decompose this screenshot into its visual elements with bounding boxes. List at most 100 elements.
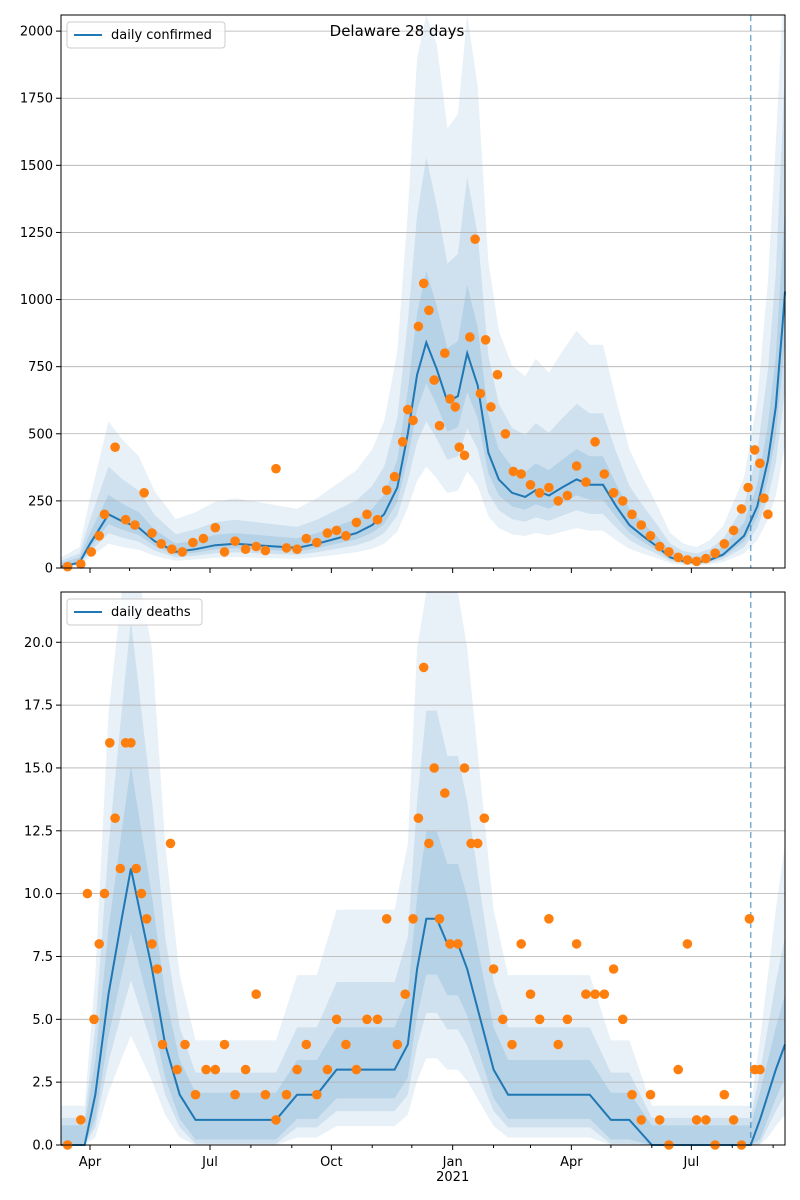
observed-point [424,305,434,316]
observed-point [301,1039,312,1050]
deaths-panel: 0.0 2.5 5.0 7.5 10.0 12.5 15.0 17.5 20.0 Apr Jul Oc… [24,591,786,1185]
observed-point [281,543,292,553]
x-tick-label: Jul [683,1155,700,1170]
plot-frame [60,591,786,1146]
observed-point [331,1014,342,1025]
uncertainty-band [61,65,785,568]
observed-point [755,1064,765,1075]
observed-point [654,1115,665,1125]
observed-point [440,348,450,359]
y-tick-label: 1500 [20,159,53,174]
observed-point [397,437,408,447]
observed-point [562,1014,573,1025]
observed-point [728,1115,739,1125]
observed-point [240,1064,251,1075]
observed-point [590,989,600,999]
y-tick-label: 2.5 [32,1076,53,1091]
observed-point [408,914,418,924]
observed-point [76,1115,86,1125]
observed-point [312,537,322,548]
observed-point [645,531,656,541]
plot-frame [60,14,786,569]
observed-point [599,989,610,999]
observed-point [500,429,511,439]
uncertainty-band [61,765,785,1145]
observed-point [219,547,230,557]
y-tick-label: 1000 [20,293,53,308]
observed-point [62,561,73,572]
y-tick-label: 0.0 [32,1139,53,1154]
observed-point [701,553,711,564]
y-tick-label: 20.0 [24,636,53,651]
observed-point [472,838,483,849]
observed-point [180,1039,190,1050]
observed-point [190,1089,201,1100]
confirmed-panel: 0 250 500 750 1000 1250 1500 1750 2000 Delaware … [20,14,786,577]
observed-point [362,509,372,520]
observed-point [710,548,720,558]
observed-point [445,394,455,404]
observed-point [743,482,753,493]
observed-point [322,1064,333,1075]
observed-point [271,1115,281,1125]
observed-point [534,488,545,498]
observed-point [544,914,554,924]
observed-point [453,939,463,949]
observed-point [110,442,120,453]
observed-point [673,552,683,563]
observed-point [139,488,149,498]
observed-point [507,1039,517,1050]
observed-point [413,813,424,823]
y-tick-label: 1750 [20,92,53,107]
y-tick-label: 7.5 [32,950,53,965]
observed-point [719,1089,730,1100]
observed-point [755,458,765,469]
observed-point [525,989,536,999]
observed-point [516,939,526,949]
observed-point [392,1039,403,1050]
observed-point [198,533,209,544]
observed-point [636,1115,647,1125]
observed-point [110,813,120,823]
observed-point [534,1014,545,1025]
observed-point [389,471,400,482]
observed-point [459,450,470,461]
observed-point [76,559,86,569]
observed-point [177,547,188,557]
observed-point [418,662,429,673]
x-tick-label: Apr [79,1155,102,1170]
observed-point [581,989,591,999]
observed-point [673,1064,683,1075]
observed-point [581,477,591,487]
observed-point [498,1014,508,1025]
observed-point [440,788,450,798]
observed-point [152,964,163,974]
observed-point [156,539,166,549]
observed-point [131,863,141,874]
x-tick-label: Jul [201,1155,218,1170]
observed-point [381,914,392,924]
observed-point [525,480,536,490]
observed-point [99,888,110,899]
observed-point [618,496,628,506]
legend-label-deaths: daily deaths [111,605,191,620]
observed-point [126,738,136,748]
observed-point [165,838,176,849]
observed-point [682,939,693,949]
y-tick-label: 15.0 [24,761,53,776]
observed-point [301,533,312,544]
observed-point [89,1014,99,1025]
observed-point [682,555,693,565]
observed-point [230,536,240,546]
observed-point [664,547,674,557]
y-tick-label: 10.0 [24,887,53,902]
observed-point [459,763,470,773]
observed-point [172,1064,182,1075]
observed-point [260,545,271,556]
observed-point [82,888,93,899]
observed-point [763,509,773,520]
observed-point [381,485,392,496]
observed-point [210,1064,221,1075]
observed-point [445,939,455,949]
y-tick-label: 750 [28,360,53,375]
